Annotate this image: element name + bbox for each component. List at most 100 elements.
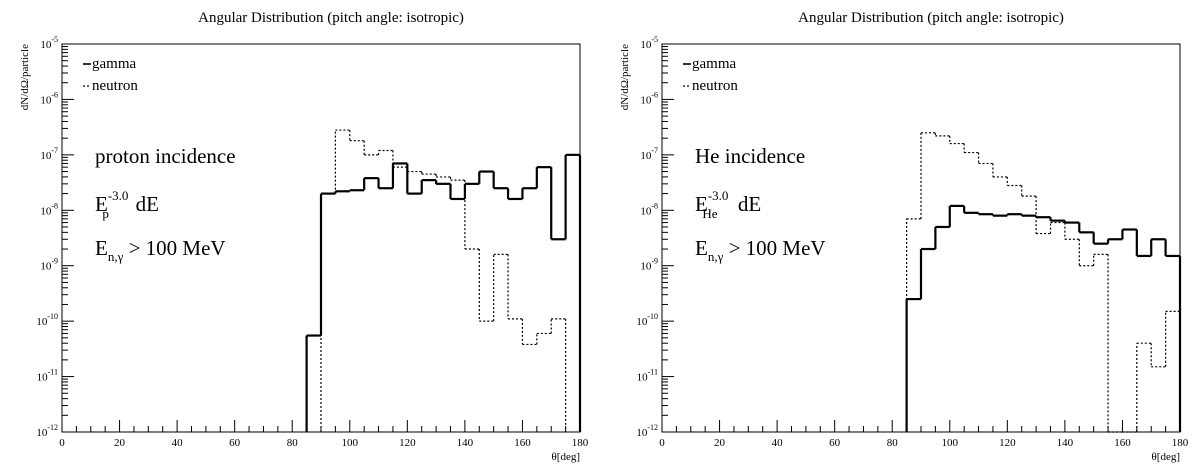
y-tick-label: 10-9 bbox=[640, 257, 658, 273]
y-tick-base: 10 bbox=[640, 94, 652, 106]
y-tick-exponent: -9 bbox=[51, 257, 58, 266]
y-tick-exponent: -5 bbox=[51, 35, 58, 44]
y-tick-exponent: -12 bbox=[47, 423, 58, 432]
y-tick-base: 10 bbox=[640, 205, 652, 217]
y-tick-base: 10 bbox=[40, 94, 52, 106]
y-tick-base: 10 bbox=[36, 316, 48, 328]
x-tick-label: 120 bbox=[399, 437, 416, 449]
x-tick-label: 40 bbox=[772, 437, 784, 449]
anno-tail: > 100 MeV bbox=[123, 236, 225, 260]
y-tick-exponent: -11 bbox=[648, 368, 658, 377]
chart-title: Angular Distribution (pitch angle: isotr… bbox=[198, 10, 464, 26]
anno-tail: dE bbox=[733, 192, 762, 216]
y-tick-exponent: -7 bbox=[51, 146, 58, 155]
series-neutron bbox=[320, 129, 567, 432]
y-tick-exponent: -6 bbox=[51, 90, 58, 99]
y-tick-label: 10-11 bbox=[637, 368, 658, 384]
series-neutron bbox=[906, 132, 1181, 433]
legend-label-neutron: neutron bbox=[692, 78, 738, 94]
anno-sup: -3.0 bbox=[708, 188, 729, 203]
y-tick-base: 10 bbox=[636, 427, 648, 439]
y-tick-label: 10-9 bbox=[40, 257, 58, 273]
annotation-spectrum: E-3.0 p dE bbox=[95, 188, 159, 221]
legend-label-gamma: gamma bbox=[92, 56, 136, 72]
y-tick-label: 10-12 bbox=[636, 423, 658, 439]
x-tick-label: 60 bbox=[229, 437, 241, 449]
y-tick-label: 10-5 bbox=[40, 35, 58, 51]
y-tick-exponent: -9 bbox=[651, 257, 658, 266]
anno-base: E bbox=[695, 192, 708, 216]
annotation-incidence: He incidence bbox=[695, 144, 805, 168]
anno-sub: p bbox=[102, 206, 109, 221]
x-tick-label: 160 bbox=[514, 437, 531, 449]
annotation-energy-cut: En,γ > 100 MeV bbox=[695, 236, 826, 264]
anno-tail: > 100 MeV bbox=[723, 236, 825, 260]
x-tick-label: 160 bbox=[1114, 437, 1131, 449]
y-tick-exponent: -7 bbox=[651, 146, 658, 155]
y-tick-exponent: -11 bbox=[48, 368, 58, 377]
y-tick-label: 10-6 bbox=[640, 90, 658, 106]
y-tick-base: 10 bbox=[636, 316, 648, 328]
y-tick-exponent: -8 bbox=[51, 201, 58, 210]
y-tick-exponent: -12 bbox=[647, 423, 658, 432]
y-tick-label: 10-6 bbox=[40, 90, 58, 106]
x-axis-label: θ[deg] bbox=[552, 451, 580, 463]
y-tick-label: 10-7 bbox=[640, 146, 658, 162]
x-tick-label: 140 bbox=[457, 437, 474, 449]
y-tick-base: 10 bbox=[640, 261, 652, 273]
y-axis-label: dN/dΩ/particle bbox=[619, 44, 631, 110]
annotation-incidence: proton incidence bbox=[95, 144, 236, 168]
x-axis-label: θ[deg] bbox=[1152, 451, 1180, 463]
anno-base: E bbox=[95, 192, 108, 216]
y-tick-base: 10 bbox=[637, 372, 649, 384]
anno-sub: n,γ bbox=[108, 249, 124, 264]
y-tick-base: 10 bbox=[40, 261, 52, 273]
y-tick-base: 10 bbox=[40, 205, 52, 217]
x-tick-label: 100 bbox=[942, 437, 959, 449]
y-tick-label: 10-7 bbox=[40, 146, 58, 162]
y-tick-label: 10-10 bbox=[636, 312, 658, 328]
series-gamma bbox=[905, 204, 1182, 432]
y-tick-base: 10 bbox=[40, 150, 52, 162]
annotation-spectrum: E-3.0 He dE bbox=[695, 188, 761, 221]
legend-label-neutron: neutron bbox=[92, 78, 138, 94]
y-tick-label: 10-12 bbox=[36, 423, 58, 439]
x-tick-label: 0 bbox=[59, 437, 65, 449]
y-axis-label: dN/dΩ/particle bbox=[19, 44, 31, 110]
x-tick-label: 40 bbox=[172, 437, 184, 449]
y-tick-label: 10-5 bbox=[640, 35, 658, 51]
x-tick-label: 0 bbox=[659, 437, 665, 449]
y-tick-label: 10-8 bbox=[640, 201, 658, 217]
y-tick-exponent: -5 bbox=[651, 35, 658, 44]
y-tick-base: 10 bbox=[640, 150, 652, 162]
anno-sup: -3.0 bbox=[108, 188, 129, 203]
y-tick-exponent: -10 bbox=[47, 312, 58, 321]
y-tick-exponent: -10 bbox=[647, 312, 658, 321]
x-tick-label: 20 bbox=[114, 437, 126, 449]
chart-panel-right: Angular Distribution (pitch angle: isotr… bbox=[600, 0, 1199, 467]
angular-distribution-chart-proton: Angular Distribution (pitch angle: isotr… bbox=[19, 10, 589, 463]
y-tick-exponent: -8 bbox=[651, 201, 658, 210]
y-tick-label: 10-11 bbox=[37, 368, 58, 384]
x-tick-label: 100 bbox=[342, 437, 359, 449]
x-tick-label: 120 bbox=[999, 437, 1016, 449]
anno-base: E bbox=[95, 236, 108, 260]
y-tick-label: 10-8 bbox=[40, 201, 58, 217]
x-tick-label: 180 bbox=[1172, 437, 1189, 449]
legend-label-gamma: gamma bbox=[692, 56, 736, 72]
y-tick-base: 10 bbox=[640, 39, 652, 51]
x-tick-label: 180 bbox=[572, 437, 589, 449]
x-tick-label: 20 bbox=[714, 437, 726, 449]
x-tick-label: 60 bbox=[829, 437, 841, 449]
chart-panel-left: Angular Distribution (pitch angle: isotr… bbox=[0, 0, 599, 467]
anno-sub: n,γ bbox=[708, 249, 724, 264]
x-tick-label: 80 bbox=[287, 437, 299, 449]
annotation-energy-cut: En,γ > 100 MeV bbox=[95, 236, 226, 264]
angular-distribution-chart-he: Angular Distribution (pitch angle: isotr… bbox=[619, 10, 1189, 463]
y-tick-base: 10 bbox=[40, 39, 52, 51]
anno-sub: He bbox=[702, 206, 717, 221]
y-tick-base: 10 bbox=[37, 372, 49, 384]
y-tick-exponent: -6 bbox=[651, 90, 658, 99]
chart-title: Angular Distribution (pitch angle: isotr… bbox=[798, 10, 1064, 26]
anno-base: E bbox=[695, 236, 708, 260]
